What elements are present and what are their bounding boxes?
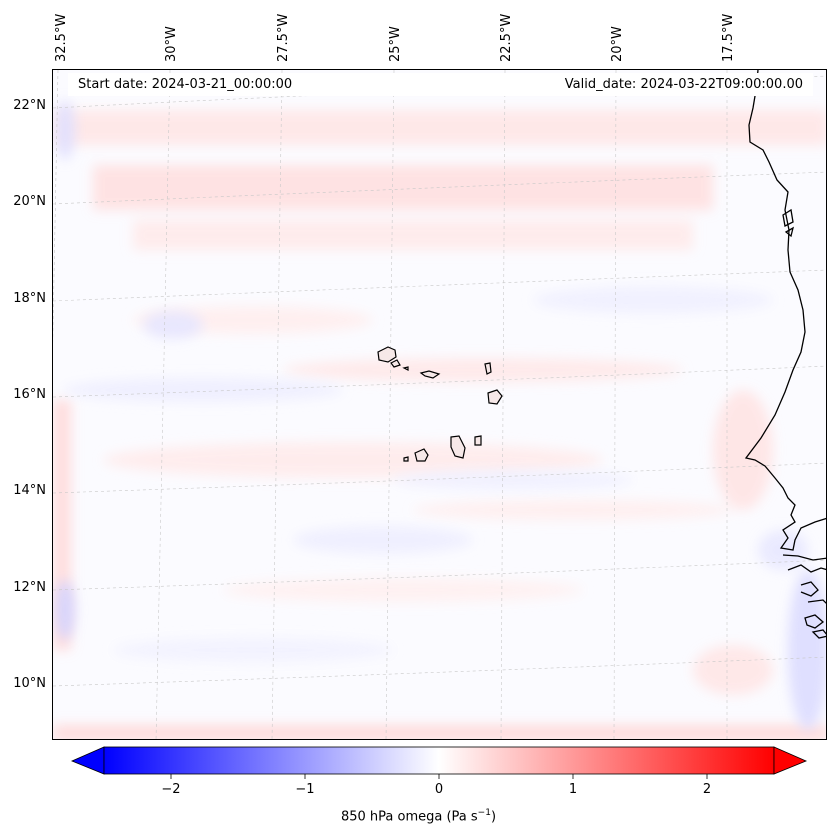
colorbar-tick-2: 2 bbox=[702, 782, 712, 797]
island-santa-luzia bbox=[402, 366, 409, 371]
lat-label-20n: 20°N bbox=[13, 194, 46, 209]
island-santiago bbox=[450, 435, 466, 459]
lat-label-18n: 18°N bbox=[13, 291, 46, 306]
colorbar-extend-min bbox=[70, 746, 105, 775]
colorbar-tick-neg1: −1 bbox=[295, 782, 315, 797]
lon-label-30w: 30°W bbox=[164, 26, 179, 62]
island-brava bbox=[403, 456, 409, 462]
omega-field bbox=[53, 70, 826, 739]
lon-label-25w: 25°W bbox=[388, 26, 403, 62]
colorbar bbox=[70, 746, 808, 779]
lat-label-10n: 10°N bbox=[13, 676, 46, 691]
colorbar-label-text: 850 hPa omega (Pa s bbox=[340, 809, 478, 825]
lon-label-22-5w: 22.5°W bbox=[499, 13, 514, 62]
colorbar-tick-neg2: −2 bbox=[161, 782, 181, 797]
lon-label-20w: 20°W bbox=[610, 26, 625, 62]
lat-label-22n: 22°N bbox=[13, 98, 46, 113]
island-santo-antao bbox=[377, 346, 397, 363]
colorbar-label-exponent: −1 bbox=[477, 808, 491, 818]
lat-label-16n: 16°N bbox=[13, 387, 46, 402]
map-panel: Start date: 2024-03-21_00:00:00 Valid_da… bbox=[52, 69, 827, 740]
lat-label-12n: 12°N bbox=[13, 580, 46, 595]
island-sao-vicente bbox=[390, 359, 401, 368]
lat-label-14n: 14°N bbox=[13, 483, 46, 498]
colorbar-extend-max bbox=[773, 746, 808, 775]
info-bar: Start date: 2024-03-21_00:00:00 Valid_da… bbox=[68, 73, 813, 96]
african-coastline bbox=[744, 70, 826, 639]
start-date-label: Start date: 2024-03-21_00:00:00 bbox=[78, 77, 293, 92]
lon-label-17-5w: 17.5°W bbox=[721, 13, 736, 62]
island-fogo bbox=[414, 448, 429, 462]
island-maio bbox=[474, 435, 482, 446]
lon-label-32-5w: 32.5°W bbox=[54, 13, 69, 62]
graticule bbox=[53, 70, 826, 739]
cape-verde-islands bbox=[377, 346, 503, 462]
island-sao-nicolau bbox=[419, 370, 441, 379]
colorbar-label-close: ) bbox=[490, 809, 497, 825]
island-sal bbox=[484, 362, 492, 375]
island-boa-vista bbox=[487, 389, 503, 405]
valid-date-label: Valid_date: 2024-03-22T09:00:00.00 bbox=[564, 77, 803, 92]
colorbar-tick-0: 0 bbox=[434, 782, 444, 797]
colorbar-label: 850 hPa omega (Pa s−1) bbox=[0, 808, 837, 824]
lon-label-27-5w: 27.5°W bbox=[276, 13, 291, 62]
colorbar-body bbox=[103, 746, 775, 775]
colorbar-tick-1: 1 bbox=[568, 782, 578, 797]
